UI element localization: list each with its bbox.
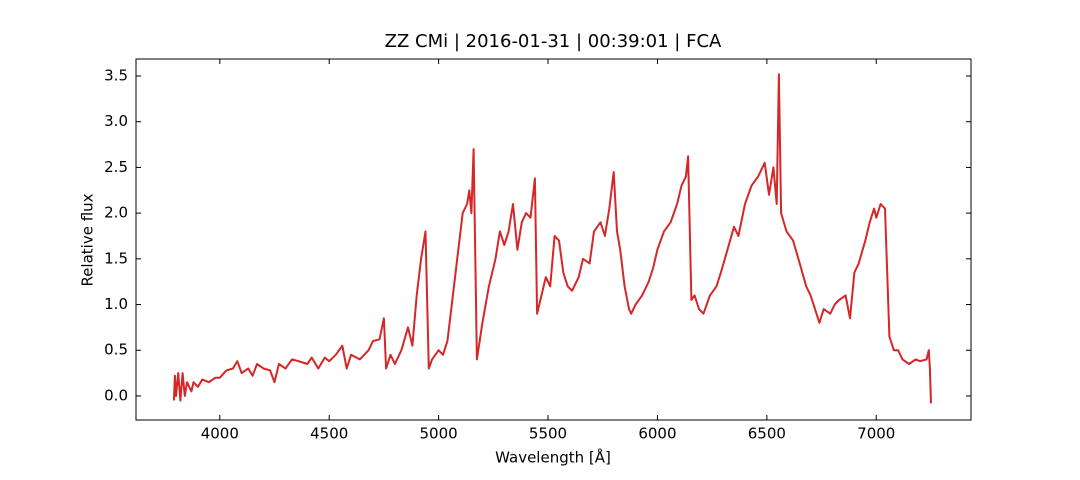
y-axis-label: Relative flux [79, 193, 97, 286]
x-axis-label: Wavelength [Å] [495, 448, 611, 467]
y-tick-label: 2.5 [104, 158, 128, 176]
x-tick-label: 6000 [638, 425, 676, 443]
y-tick-label: 1.0 [104, 295, 128, 313]
y-tick-label: 0.0 [104, 386, 128, 404]
plot-frame [135, 58, 972, 421]
y-tick-label: 0.5 [104, 341, 128, 359]
y-tick-label: 1.5 [104, 249, 128, 267]
spectrum-line [172, 73, 932, 404]
x-tick-label: 5500 [529, 425, 567, 443]
x-tick-label: 6500 [748, 425, 786, 443]
y-tick-label: 2.0 [104, 204, 128, 222]
y-tick-label: 3.5 [104, 67, 128, 85]
chart-title: ZZ CMi | 2016-01-31 | 00:39:01 | FCA [385, 31, 722, 52]
x-tick-label: 4000 [201, 425, 239, 443]
x-tick-label: 7000 [857, 425, 895, 443]
y-tick-label: 3.0 [104, 112, 128, 130]
x-tick-label: 5000 [420, 425, 458, 443]
x-tick-label: 4500 [310, 425, 348, 443]
